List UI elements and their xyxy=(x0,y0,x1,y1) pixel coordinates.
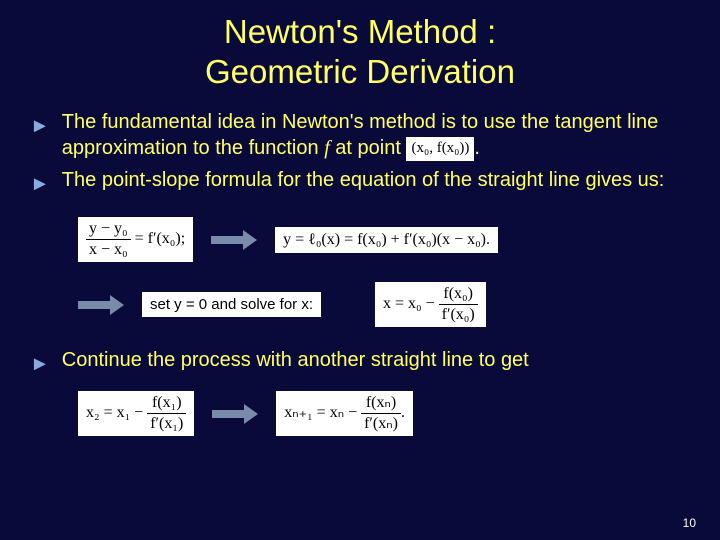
bullet-3: ► Continue the process with another stra… xyxy=(30,347,690,377)
formula-general-num: f(xₙ) xyxy=(361,395,401,414)
formula-row-1: y − y₀ x − x₀ = f′(x₀); y = ℓ₀(x) = f(x₀… xyxy=(78,217,690,262)
formula-general: xₙ₊₁ = xₙ − f(xₙ) f′(xₙ) . xyxy=(276,391,413,436)
arrow-icon xyxy=(211,230,257,250)
arrow-icon xyxy=(212,404,258,424)
formula-slope-den: x − x₀ xyxy=(86,240,131,258)
formula-slope-frac: y − y₀ x − x₀ xyxy=(86,221,131,258)
formula-set-zero: set y = 0 and solve for x: xyxy=(142,292,321,317)
bullet-1-text: The fundamental idea in Newton's method … xyxy=(62,109,690,161)
formula-slope-num: y − y₀ xyxy=(86,221,131,240)
bullet-marker-icon: ► xyxy=(30,351,50,377)
formula-newton-num: f(x₀) xyxy=(439,286,478,305)
bullet-1-mid: at point xyxy=(330,137,407,159)
bullet-1: ► The fundamental idea in Newton's metho… xyxy=(30,109,690,161)
bullet-1-post: . xyxy=(474,137,480,159)
formula-newton-step: x = x₀ − f(x₀) f′(x₀) xyxy=(375,282,486,327)
bullet-2-text: The point-slope formula for the equation… xyxy=(62,167,690,193)
formula-newton-den: f′(x₀) xyxy=(439,305,478,323)
slide-title: Newton's Method : Geometric Derivation xyxy=(30,12,690,91)
formula-tangent-line: y = ℓ₀(x) = f(x₀) + f′(x₀)(x − x₀). xyxy=(275,227,498,253)
title-line-2: Geometric Derivation xyxy=(205,53,515,90)
formula-x2-frac: f(x₁) f′(x₁) xyxy=(147,395,186,432)
formula-general-lhs: xₙ₊₁ = xₙ − xyxy=(284,404,361,421)
bullet-3-text: Continue the process with another straig… xyxy=(62,347,690,373)
arrow-icon xyxy=(78,295,124,315)
formula-general-den: f′(xₙ) xyxy=(361,414,401,432)
formula-x2-num: f(x₁) xyxy=(147,395,186,414)
formula-slope-rhs: = f′(x₀); xyxy=(131,230,186,247)
formula-general-post: . xyxy=(401,404,405,421)
title-line-1: Newton's Method : xyxy=(224,13,496,50)
bullet-2: ► The point-slope formula for the equati… xyxy=(30,167,690,197)
formula-newton-frac: f(x₀) f′(x₀) xyxy=(439,286,478,323)
formula-general-frac: f(xₙ) f′(xₙ) xyxy=(361,395,401,432)
formula-slope: y − y₀ x − x₀ = f′(x₀); xyxy=(78,217,193,262)
formula-row-3: x₂ = x₁ − f(x₁) f′(x₁) xₙ₊₁ = xₙ − f(xₙ)… xyxy=(78,391,690,436)
formula-newton-lhs: x = x₀ − xyxy=(383,295,439,312)
formula-row-2: set y = 0 and solve for x: x = x₀ − f(x₀… xyxy=(78,282,690,327)
formula-x2-den: f′(x₁) xyxy=(147,414,186,432)
formula-x2-lhs: x₂ = x₁ − xyxy=(86,404,147,421)
bullet-marker-icon: ► xyxy=(30,171,50,197)
page-number: 10 xyxy=(683,516,696,530)
bullet-1-point-formula: (x₀, f(x₀)) xyxy=(406,137,474,161)
slide-container: Newton's Method : Geometric Derivation ►… xyxy=(0,0,720,540)
bullet-marker-icon: ► xyxy=(30,113,50,139)
formula-x2: x₂ = x₁ − f(x₁) f′(x₁) xyxy=(78,391,194,436)
